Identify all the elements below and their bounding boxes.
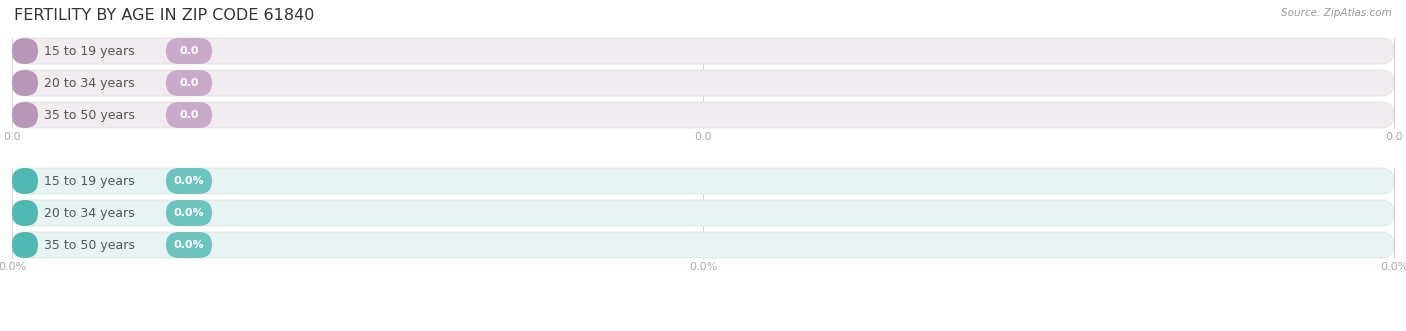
Text: 0.0%: 0.0% bbox=[0, 262, 27, 272]
FancyBboxPatch shape bbox=[13, 232, 1393, 258]
FancyBboxPatch shape bbox=[13, 232, 38, 258]
FancyBboxPatch shape bbox=[13, 102, 1393, 128]
FancyBboxPatch shape bbox=[166, 200, 212, 226]
FancyBboxPatch shape bbox=[13, 70, 38, 96]
Text: 0.0%: 0.0% bbox=[174, 176, 204, 186]
Text: Source: ZipAtlas.com: Source: ZipAtlas.com bbox=[1281, 8, 1392, 18]
Text: 0.0: 0.0 bbox=[179, 46, 198, 56]
Text: 0.0%: 0.0% bbox=[174, 208, 204, 218]
FancyBboxPatch shape bbox=[13, 168, 38, 194]
Text: 0.0%: 0.0% bbox=[174, 240, 204, 250]
Text: 15 to 19 years: 15 to 19 years bbox=[44, 44, 135, 58]
Text: 0.0: 0.0 bbox=[179, 110, 198, 120]
FancyBboxPatch shape bbox=[13, 200, 1393, 226]
FancyBboxPatch shape bbox=[166, 232, 212, 258]
FancyBboxPatch shape bbox=[13, 38, 1393, 64]
Text: 35 to 50 years: 35 to 50 years bbox=[44, 239, 135, 252]
FancyBboxPatch shape bbox=[13, 70, 1393, 96]
FancyBboxPatch shape bbox=[166, 38, 212, 64]
Text: FERTILITY BY AGE IN ZIP CODE 61840: FERTILITY BY AGE IN ZIP CODE 61840 bbox=[14, 8, 315, 23]
Text: 0.0: 0.0 bbox=[695, 132, 711, 142]
Text: 0.0: 0.0 bbox=[3, 132, 21, 142]
Text: 35 to 50 years: 35 to 50 years bbox=[44, 109, 135, 121]
Text: 0.0: 0.0 bbox=[1385, 132, 1403, 142]
FancyBboxPatch shape bbox=[13, 38, 38, 64]
Text: 0.0%: 0.0% bbox=[1379, 262, 1406, 272]
FancyBboxPatch shape bbox=[166, 102, 212, 128]
FancyBboxPatch shape bbox=[13, 102, 38, 128]
FancyBboxPatch shape bbox=[13, 200, 38, 226]
Text: 0.0%: 0.0% bbox=[689, 262, 717, 272]
Text: 15 to 19 years: 15 to 19 years bbox=[44, 174, 135, 187]
FancyBboxPatch shape bbox=[166, 70, 212, 96]
Text: 20 to 34 years: 20 to 34 years bbox=[44, 76, 135, 89]
Text: 20 to 34 years: 20 to 34 years bbox=[44, 207, 135, 219]
FancyBboxPatch shape bbox=[166, 168, 212, 194]
Text: 0.0: 0.0 bbox=[179, 78, 198, 88]
FancyBboxPatch shape bbox=[13, 168, 1393, 194]
